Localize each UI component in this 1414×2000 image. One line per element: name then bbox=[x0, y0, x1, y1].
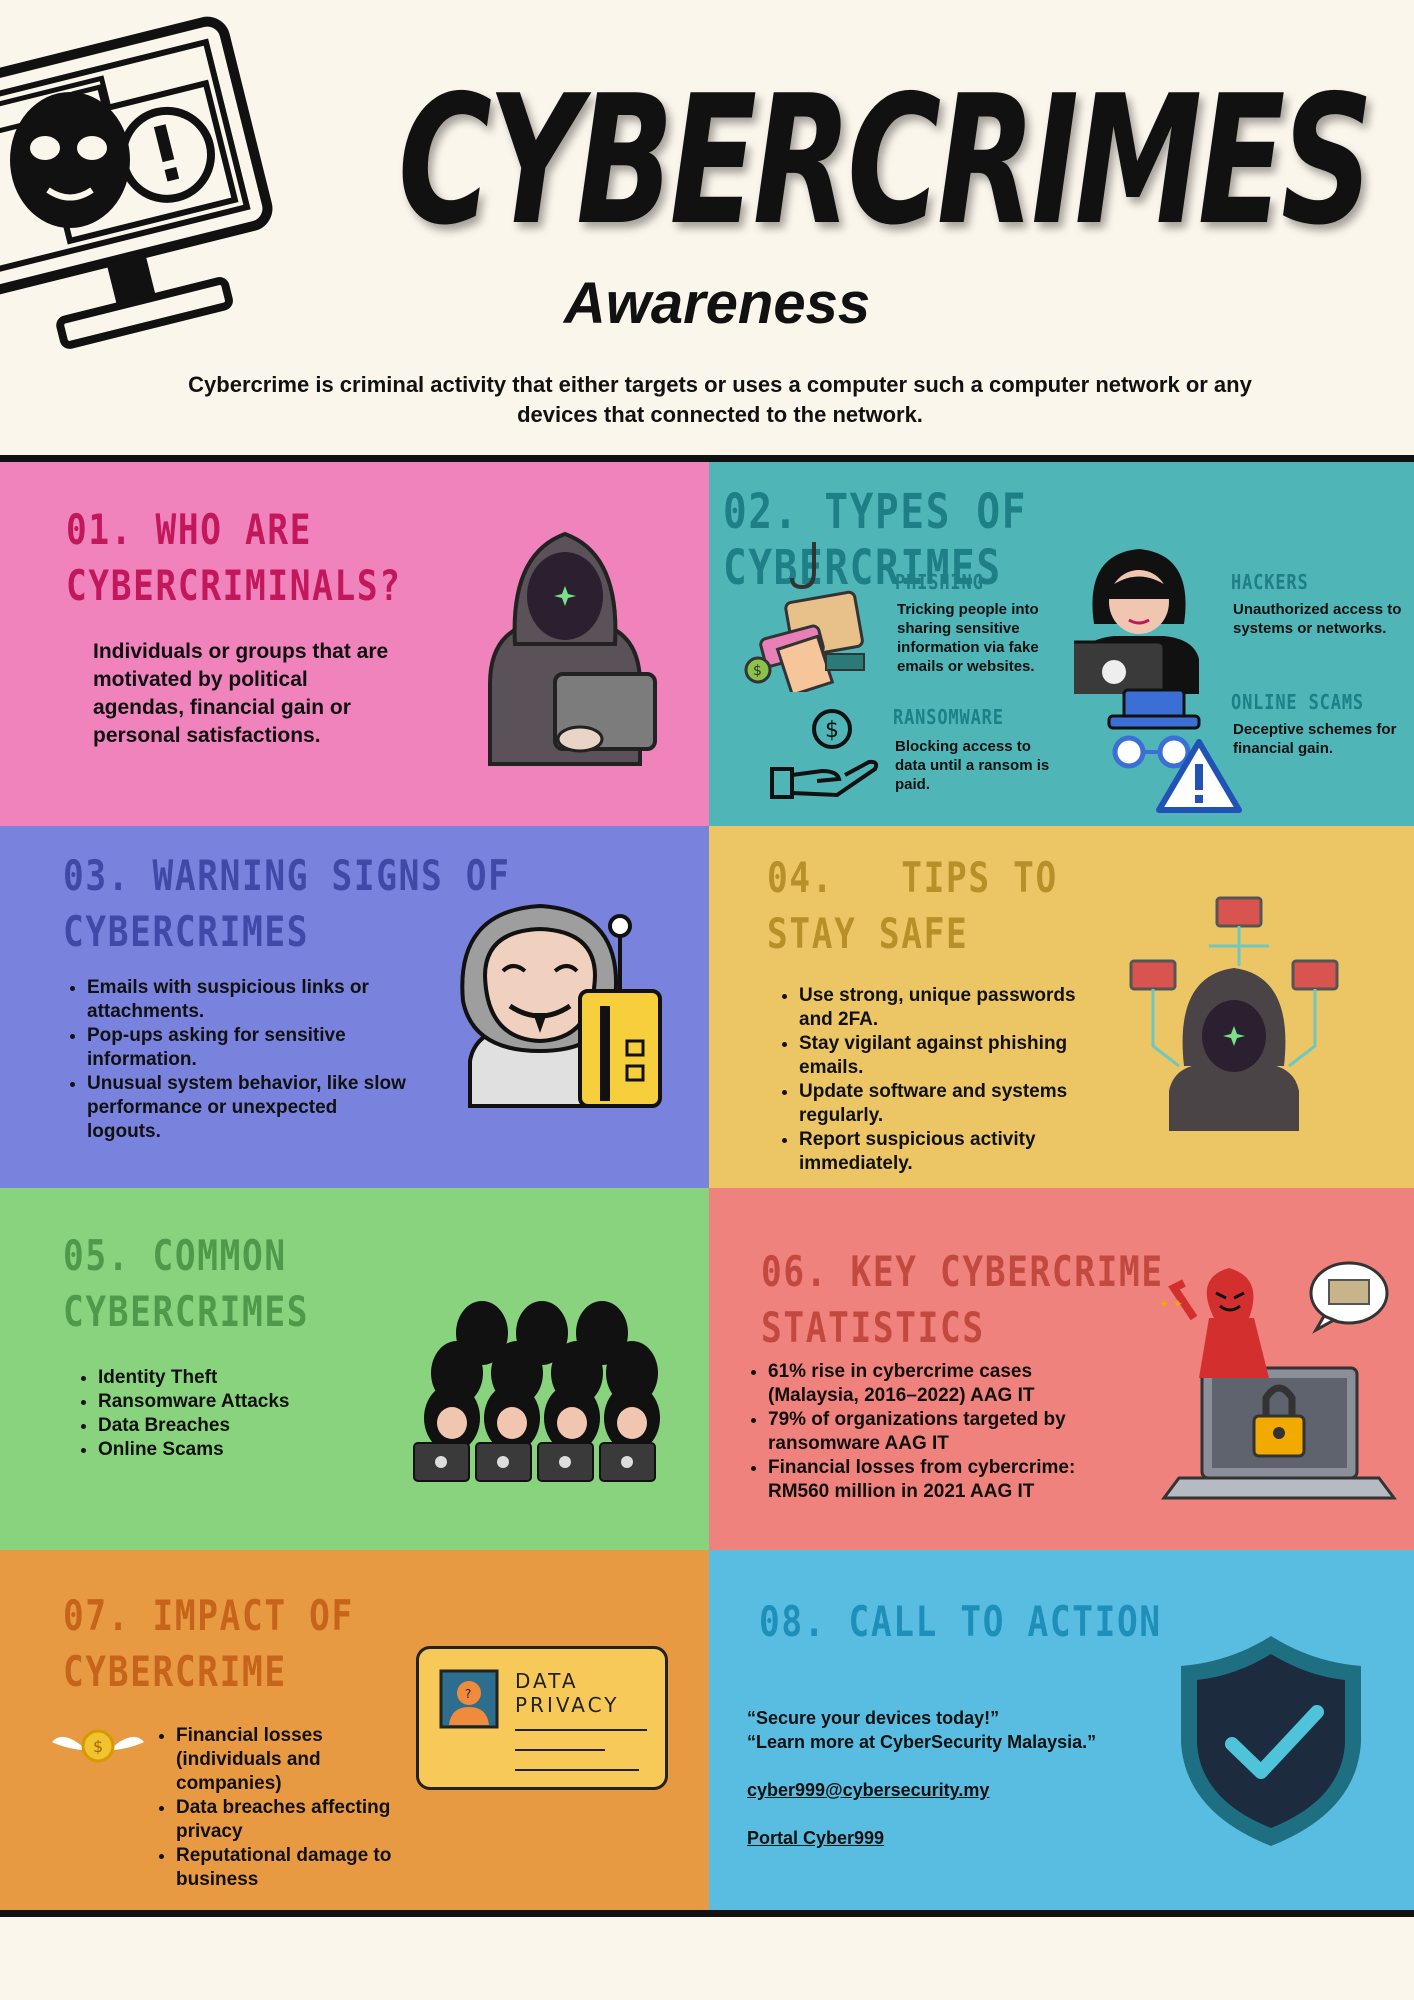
phishing-hook-icon: $ bbox=[744, 542, 865, 692]
networked-hacker-icon bbox=[1129, 896, 1339, 1131]
cta-quote-secure: “Secure your devices today!” bbox=[747, 1708, 1000, 1728]
list-item: Stay vigilant against phishing emails. bbox=[799, 1032, 1097, 1080]
type-text-ransomware: Blocking access to data until a ransom i… bbox=[895, 738, 1050, 793]
portal-link[interactable]: Portal Cyber999 bbox=[747, 1828, 885, 1848]
common-cybercrimes-list: Identity Theft Ransomware Attacks Data B… bbox=[76, 1366, 376, 1462]
bottom-divider bbox=[0, 1910, 1414, 1917]
section-heading: 05. COMMON CYBERCRIMES bbox=[63, 1231, 310, 1336]
intro-text: Cybercrime is criminal activity that eit… bbox=[188, 372, 1252, 427]
card-title: DATA PRIVACY bbox=[515, 1669, 620, 1717]
svg-text:?: ? bbox=[465, 1687, 471, 1701]
hacked-monitor-icon bbox=[0, 16, 273, 349]
list-item: Data Breaches bbox=[98, 1414, 376, 1438]
section-heading: 03. WARNING SIGNS OF CYBERCRIMES bbox=[63, 851, 511, 956]
anonymous-mask-hacker-icon bbox=[460, 903, 662, 1108]
type-label-online-scams: ONLINE SCAMS bbox=[1231, 690, 1365, 714]
email-link[interactable]: cyber999@cybersecurity.my bbox=[747, 1780, 990, 1800]
section-key-statistics: 06. KEY CYBERCRIME STATISTICS 61% rise i… bbox=[709, 1188, 1414, 1550]
section-heading: 06. KEY CYBERCRIME STATISTICS bbox=[761, 1247, 1164, 1352]
list-item: Emails with suspicious links or attachme… bbox=[87, 976, 415, 1024]
hooded-hacker-laptop-icon bbox=[488, 531, 657, 766]
card-line bbox=[515, 1729, 647, 1731]
cta-quote-learn: “Learn more at CyberSecurity Malaysia.” bbox=[747, 1732, 1097, 1752]
list-item: Unusual system behavior, like slow perfo… bbox=[87, 1072, 415, 1144]
section-heading: 08. CALL TO ACTION bbox=[759, 1597, 1162, 1646]
top-divider bbox=[0, 455, 1414, 462]
svg-text:✦ ✦: ✦ ✦ bbox=[1159, 1297, 1183, 1311]
laptop-lock-thief-icon: ✦ ✦ bbox=[1159, 1261, 1397, 1500]
list-item: Use strong, unique passwords and 2FA. bbox=[799, 984, 1097, 1032]
section-tips-to-stay-safe: 04. TIPS TO STAY SAFE Use strong, unique… bbox=[709, 826, 1414, 1188]
user-profile-icon: ? bbox=[439, 1669, 499, 1729]
type-text-phishing: Tricking people into sharing sensitive i… bbox=[897, 601, 1039, 675]
list-item: Ransomware Attacks bbox=[98, 1390, 376, 1414]
header: CYBERCRIMES Awareness Cybercrime is crim… bbox=[0, 0, 1414, 455]
list-item: Report suspicious activity immediately. bbox=[799, 1128, 1097, 1176]
hacker-laptop-icon bbox=[1074, 549, 1199, 694]
section-body: Individuals or groups that are motivated… bbox=[93, 640, 389, 747]
page-title: CYBERCRIMES bbox=[398, 57, 1373, 264]
list-item: Pop-ups asking for sensitive information… bbox=[87, 1024, 415, 1072]
section-warning-signs: 03. WARNING SIGNS OF CYBERCRIMES Emails … bbox=[0, 826, 709, 1188]
svg-text:$: $ bbox=[753, 663, 762, 679]
type-label-hackers: HACKERS bbox=[1231, 570, 1309, 594]
type-label-ransomware: RANSOMWARE bbox=[893, 705, 1004, 729]
list-item: 61% rise in cybercrime cases (Malaysia, … bbox=[768, 1360, 1076, 1408]
tips-list: Use strong, unique passwords and 2FA. St… bbox=[777, 984, 1097, 1176]
section-types-of-cybercrimes: 02. TYPES OF CYBERCRIMES $ PHISHING Tric… bbox=[709, 462, 1414, 826]
section-call-to-action: 08. CALL TO ACTION “Secure your devices … bbox=[709, 1550, 1414, 1910]
section-heading: 04. TIPS TO STAY SAFE bbox=[767, 853, 1058, 958]
type-text-online-scams: Deceptive schemes for financial gain. bbox=[1233, 721, 1397, 757]
list-item: 79% of organizations targeted by ransomw… bbox=[768, 1408, 1076, 1456]
cta-quotes: “Secure your devices today!” “Learn more… bbox=[747, 1706, 1167, 1754]
warning-signs-list: Emails with suspicious links or attachme… bbox=[65, 976, 415, 1144]
svg-text:$: $ bbox=[93, 1737, 103, 1756]
list-item: Reputational damage to business bbox=[176, 1844, 414, 1892]
list-item: Financial losses (individuals and compan… bbox=[176, 1724, 414, 1796]
list-item: Data breaches affecting privacy bbox=[176, 1796, 414, 1844]
online-scam-warning-icon bbox=[1107, 688, 1242, 813]
section-heading: 02. TYPES OF CYBERCRIMES bbox=[723, 484, 1028, 596]
list-item: Identity Theft bbox=[98, 1366, 376, 1390]
section-impact-of-cybercrime: 07. IMPACT OF CYBERCRIME $ Financial los… bbox=[0, 1550, 709, 1910]
section-heading: 01. WHO ARE CYBERCRIMINALS? bbox=[66, 505, 402, 610]
card-line bbox=[515, 1749, 605, 1751]
section-who-are-cybercriminals: 01. WHO ARE CYBERCRIMINALS? Individuals … bbox=[0, 462, 709, 826]
section-heading: 07. IMPACT OF CYBERCRIME bbox=[63, 1591, 354, 1696]
shield-check-icon bbox=[1181, 1636, 1361, 1846]
page-subtitle: Awareness bbox=[563, 271, 871, 336]
type-label-phishing: PHISHING bbox=[895, 570, 984, 594]
impact-list: Financial losses (individuals and compan… bbox=[154, 1724, 414, 1892]
list-item: Update software and systems regularly. bbox=[799, 1080, 1097, 1128]
statistics-list: 61% rise in cybercrime cases (Malaysia, … bbox=[746, 1360, 1076, 1504]
ransomware-hand-icon: $ bbox=[770, 709, 879, 799]
list-item: Financial losses from cybercrime: RM560 … bbox=[768, 1456, 1076, 1504]
list-item: Online Scams bbox=[98, 1438, 376, 1462]
hacker-group-icon bbox=[413, 1301, 660, 1482]
data-privacy-card: ? DATA PRIVACY bbox=[416, 1646, 668, 1790]
section-common-cybercrimes: 05. COMMON CYBERCRIMES Identity Theft Ra… bbox=[0, 1188, 709, 1550]
card-line bbox=[515, 1769, 639, 1771]
flying-money-icon: $ bbox=[52, 1729, 144, 1763]
svg-text:$: $ bbox=[825, 718, 839, 743]
type-text-hackers: Unauthorized access to systems or networ… bbox=[1233, 601, 1402, 637]
